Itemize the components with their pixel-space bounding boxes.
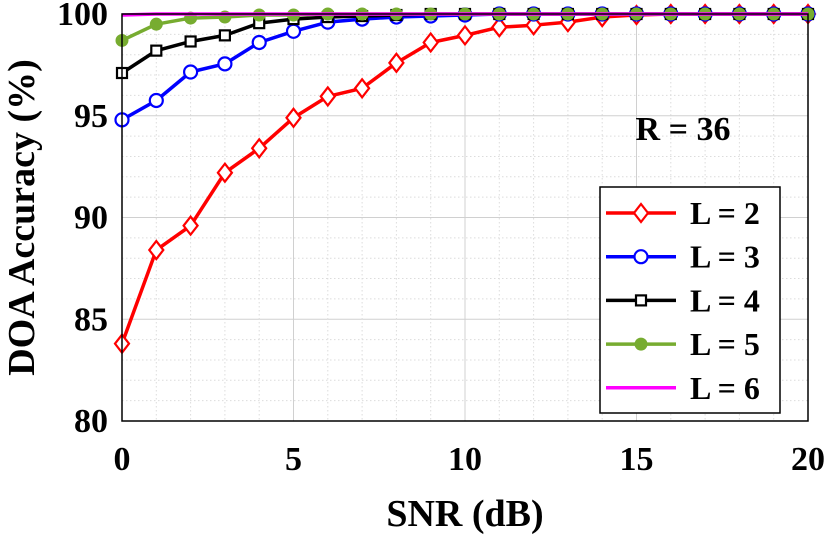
data-point [183, 64, 199, 80]
data-point [285, 106, 302, 129]
data-point [285, 23, 302, 39]
data-point [147, 239, 165, 261]
legend-item: L = 3 [606, 239, 760, 275]
x-axis-label: SNR (dB) [386, 493, 543, 535]
x-tick-label: 10 [448, 441, 482, 478]
data-point [250, 137, 268, 160]
data-point [490, 16, 508, 39]
data-point [634, 294, 648, 307]
legend-label: L = 6 [690, 370, 760, 406]
legend-label: L = 2 [690, 195, 760, 231]
data-point [633, 249, 649, 265]
y-tick-label: 100 [57, 0, 108, 33]
data-point [319, 85, 337, 108]
legend: L = 2 L = 3 L = 4 L = 5 L = 6 [599, 186, 781, 414]
y-tick-label: 85 [74, 301, 108, 338]
data-point [184, 35, 197, 48]
data-point [634, 337, 648, 351]
legend-item: L = 6 [606, 370, 760, 406]
legend-item: L = 5 [606, 326, 760, 362]
data-point [217, 56, 233, 72]
legend-label: L = 5 [690, 326, 760, 362]
tick-labels: 0 5 10 15 20 80 85 90 95 100 [57, 0, 825, 478]
x-tick-label: 20 [791, 441, 825, 478]
plot-frame [121, 13, 809, 422]
data-point [388, 52, 405, 74]
x-tick-label: 5 [285, 441, 302, 478]
data-point [216, 161, 234, 184]
data-point [353, 77, 371, 100]
y-tick-label: 80 [74, 403, 108, 440]
data-point [182, 214, 199, 237]
data-point [251, 34, 267, 51]
data-point [632, 202, 650, 224]
data-point [148, 92, 164, 109]
x-tick-label: 0 [114, 441, 131, 478]
y-tick-label: 95 [74, 98, 108, 135]
data-point [149, 17, 163, 31]
legend-item: L = 4 [606, 282, 760, 318]
y-axis-label: DOA Accuracy (%) [1, 59, 43, 376]
data-point [456, 24, 474, 47]
data-point [150, 44, 163, 57]
legend-label: L = 4 [690, 282, 760, 318]
data-point [218, 29, 231, 42]
x-tick-label: 15 [620, 441, 654, 478]
y-tick-label: 90 [74, 200, 108, 237]
data-point [422, 31, 440, 54]
legend-label: L = 3 [690, 239, 760, 275]
r-annotation: R = 36 [636, 111, 731, 148]
legend-item: L = 2 [606, 195, 760, 231]
